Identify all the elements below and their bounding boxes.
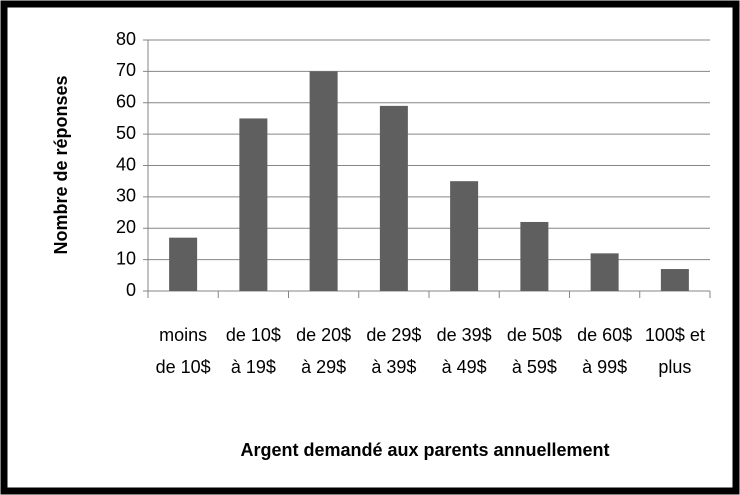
- x-tick-label: de 60$ à 99$: [577, 325, 633, 377]
- y-tick-label: 40: [116, 154, 136, 174]
- bar: [590, 253, 619, 291]
- x-tick-label: de 10$ à 19$: [225, 325, 281, 377]
- y-tick-label: 80: [116, 29, 136, 49]
- x-axis-title: Argent demandé aux parents annuellement: [240, 440, 609, 460]
- x-tick-label: de 50$ à 59$: [506, 325, 562, 377]
- bar: [309, 71, 338, 291]
- y-tick-label: 50: [116, 123, 136, 143]
- y-tick-label: 70: [116, 60, 136, 80]
- y-tick-label: 20: [116, 217, 136, 237]
- bar: [239, 118, 268, 291]
- bar: [520, 221, 549, 291]
- x-tick-label: de 39$ à 49$: [436, 325, 492, 377]
- y-tick-label: 60: [116, 92, 136, 112]
- y-tick-label: 30: [116, 186, 136, 206]
- bar: [660, 269, 689, 291]
- bar: [450, 181, 479, 291]
- x-tick-label: de 29$ à 39$: [366, 325, 422, 377]
- bar: [169, 237, 198, 291]
- x-tick-label: de 20$ à 29$: [296, 325, 352, 377]
- x-tick-label: 100$ et plus: [644, 325, 705, 377]
- x-tick-label: moins de 10$: [155, 325, 211, 377]
- bar: [379, 105, 408, 291]
- y-tick-label: 0: [126, 280, 136, 300]
- y-axis-title: Nombre de réponses: [51, 75, 71, 254]
- y-tick-label: 10: [116, 248, 136, 268]
